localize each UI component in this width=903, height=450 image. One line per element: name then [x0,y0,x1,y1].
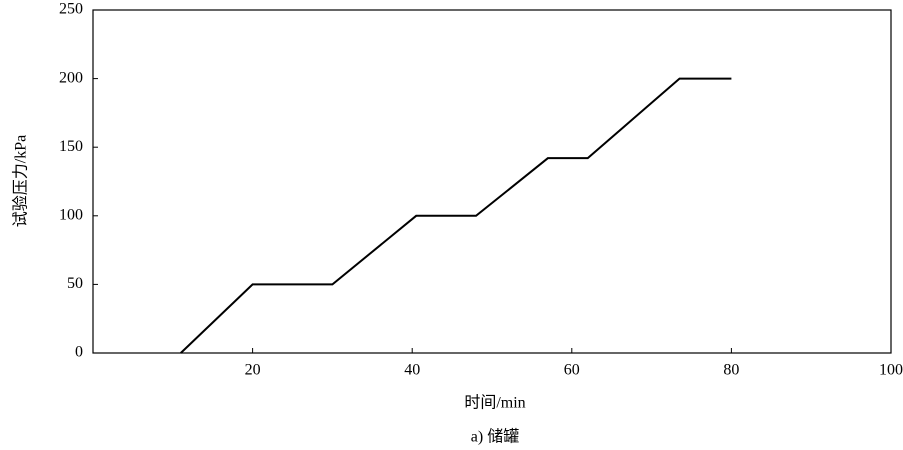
caption: a) 储罐 [471,428,519,446]
y-tick-label: 100 [59,206,83,223]
x-tick-label: 80 [723,362,739,379]
y-tick-label: 50 [67,275,83,292]
y-axis-label: 试验压力/kPa [12,135,30,227]
y-tick-label: 250 [59,1,83,18]
data-line [180,77,732,354]
x-axis-label: 时间/min [464,394,525,412]
plot-frame [92,9,892,354]
x-tick-label: 20 [245,362,261,379]
x-tick-label: 40 [404,362,420,379]
x-tick-label: 60 [564,362,580,379]
x-tick-label: 100 [879,362,903,379]
y-tick-label: 0 [75,344,83,361]
y-tick-label: 150 [59,138,83,155]
y-tick-label: 200 [59,69,83,86]
